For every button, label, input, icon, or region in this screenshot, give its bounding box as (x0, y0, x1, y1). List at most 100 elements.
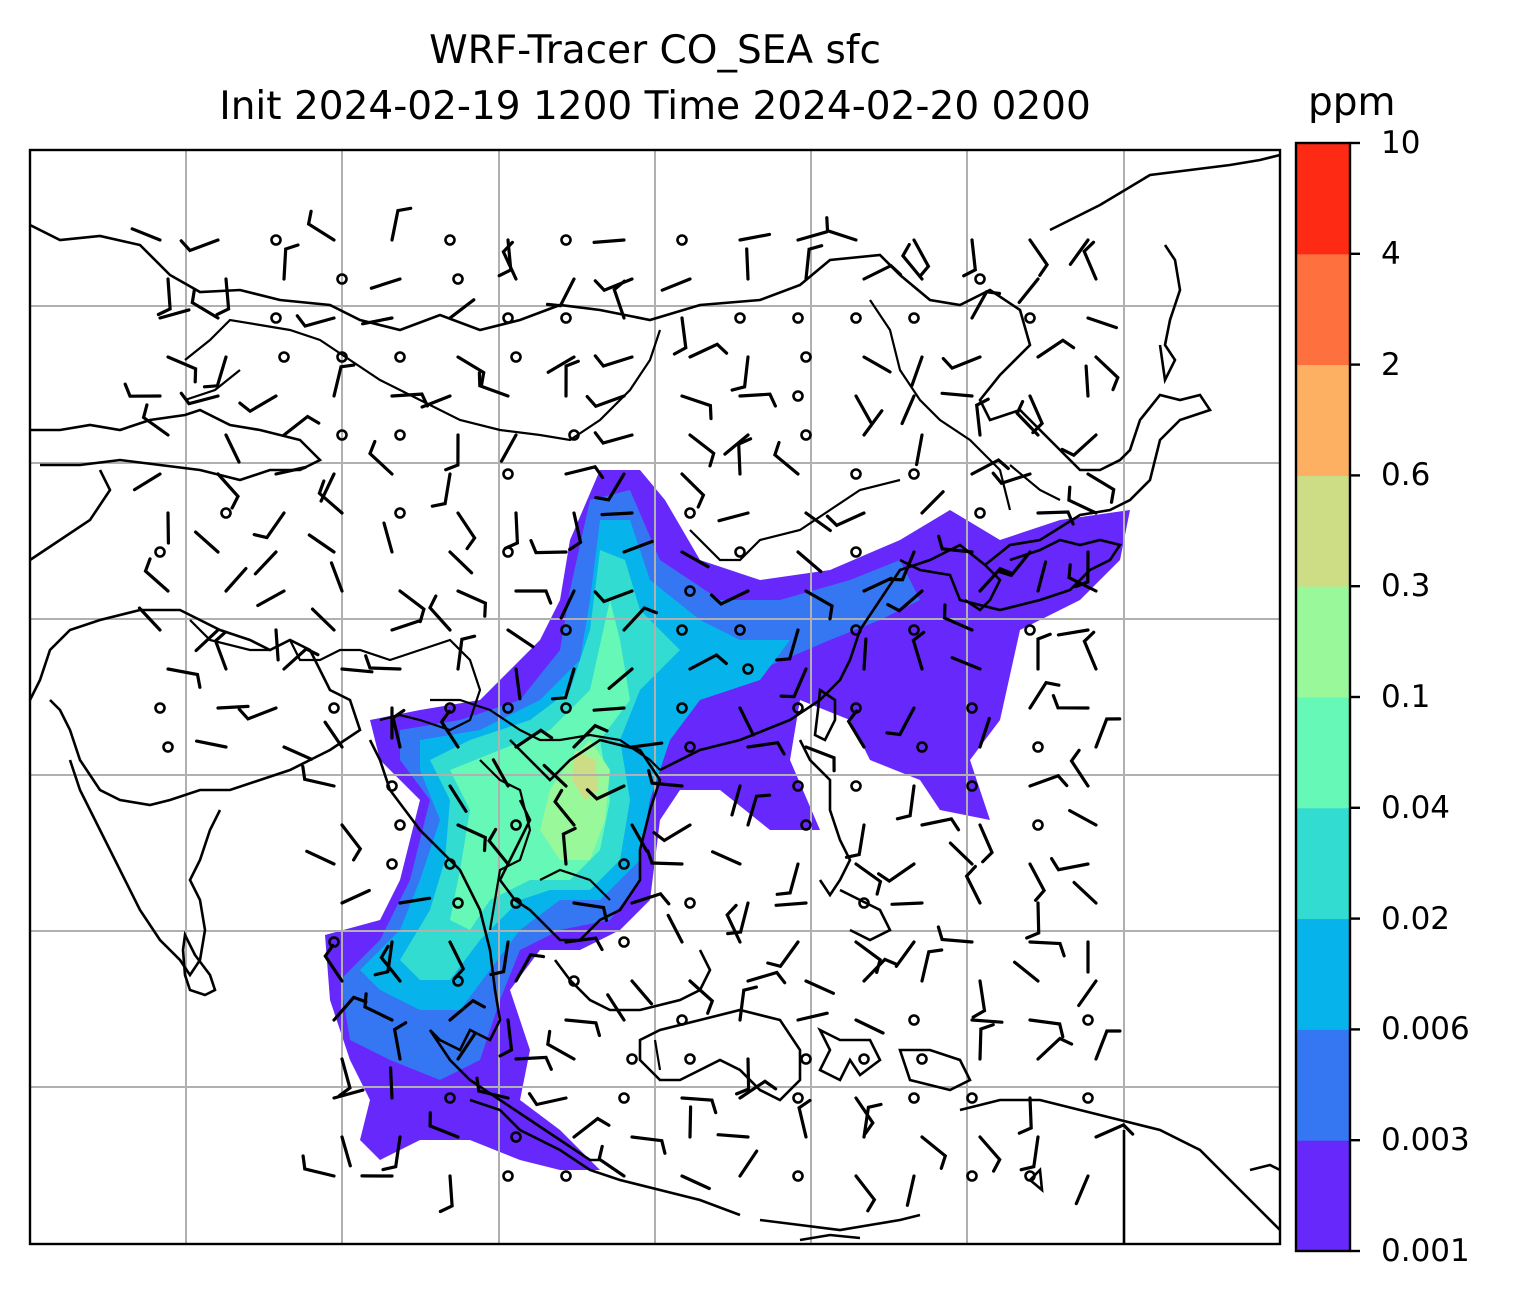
wind-barb (746, 740, 786, 756)
wind-barb (237, 706, 278, 721)
calm-wind-marker (858, 1053, 870, 1065)
wind-barb (970, 458, 1010, 476)
wind-barb (1067, 563, 1098, 593)
calm-wind-marker (684, 1053, 696, 1065)
wind-barb (680, 472, 706, 509)
wind-barb (600, 511, 634, 517)
wind-barb (688, 653, 728, 671)
calm-wind-marker (452, 897, 464, 909)
colorbar-segment (1296, 253, 1350, 366)
wind-barb (905, 1174, 916, 1207)
calm-wind-marker (328, 936, 340, 948)
wind-barb (796, 1011, 829, 1022)
calm-wind-marker (394, 351, 406, 363)
colorbar-tick-label: 4 (1381, 235, 1401, 272)
wind-barb (910, 355, 924, 387)
wind-barb (542, 763, 568, 788)
wind-barb (796, 550, 823, 574)
wind-barb (630, 979, 654, 1006)
wind-barb (735, 1057, 751, 1096)
wind-barb (553, 788, 576, 827)
wind-barb (890, 901, 924, 906)
calm-wind-marker (270, 234, 282, 246)
wind-barb (332, 995, 368, 1022)
calm-wind-marker (568, 429, 580, 441)
wind-barb (962, 238, 978, 278)
wind-barb (514, 953, 546, 983)
wind-barb (337, 1057, 352, 1098)
wind-barb (1094, 1029, 1122, 1061)
wind-barb (477, 371, 510, 398)
wind-barb (364, 654, 402, 671)
wind-barb (978, 1023, 995, 1061)
calm-wind-marker (734, 546, 746, 558)
wind-barb (564, 464, 605, 480)
wind-barb (716, 1133, 750, 1139)
wind-barb (1028, 773, 1069, 788)
wind-barb (1036, 632, 1052, 671)
wind-barb (529, 539, 568, 555)
wind-barb (1094, 1122, 1135, 1139)
wind-barb (379, 944, 402, 983)
wind-barb (274, 628, 280, 662)
calm-wind-marker (444, 858, 456, 870)
wind-barb (630, 891, 671, 906)
wind-barb (156, 277, 172, 317)
calm-wind-marker (916, 1053, 928, 1065)
calm-wind-marker (800, 1053, 812, 1065)
calm-wind-marker (966, 702, 978, 714)
colorbar-tick-label: 0.003 (1381, 1122, 1470, 1159)
wind-barb (179, 238, 220, 253)
wind-barb (141, 403, 170, 437)
wind-barb (1050, 857, 1090, 872)
wind-barb (456, 589, 488, 618)
wind-barb (202, 355, 228, 389)
wind-barb (630, 823, 649, 853)
calm-wind-marker (560, 234, 572, 246)
calm-wind-marker (974, 507, 986, 519)
wind-barb (738, 1079, 778, 1100)
wind-barb (711, 850, 742, 866)
calm-wind-marker (618, 858, 630, 870)
wind-barb (911, 630, 926, 671)
calm-wind-marker (676, 234, 688, 246)
calm-wind-marker (1024, 312, 1036, 324)
wind-barb (730, 784, 742, 817)
wind-barb (1084, 364, 1090, 398)
wind-barb (991, 471, 1032, 486)
calm-wind-marker (916, 741, 928, 753)
wind-barb (390, 392, 429, 408)
calm-wind-marker (1032, 819, 1044, 831)
wind-barb (920, 490, 945, 515)
wind-barb (448, 550, 474, 575)
wind-barb (895, 784, 916, 821)
wind-barb (622, 539, 654, 554)
wind-barb (448, 298, 476, 320)
wind-barb (428, 1111, 460, 1139)
wind-barb (630, 741, 664, 749)
calm-wind-marker (908, 1014, 920, 1026)
wind-barb (282, 745, 313, 761)
calm-wind-marker (452, 273, 464, 285)
calm-wind-marker (800, 351, 812, 363)
wind-barb (894, 940, 916, 968)
wind-barb (564, 359, 580, 398)
colorbar-segment (1296, 143, 1350, 255)
wind-barb (317, 479, 344, 515)
calm-wind-marker (850, 468, 862, 480)
wind-barb (389, 1066, 394, 1100)
wind-barb (862, 263, 903, 281)
colorbar (1294, 141, 1360, 1253)
wind-barb (340, 667, 374, 674)
wind-barb (1068, 238, 1090, 266)
wind-barb (456, 1032, 477, 1061)
calm-wind-marker (560, 702, 572, 714)
wind-barb (561, 826, 577, 866)
calm-wind-marker (560, 1170, 572, 1182)
wind-barb (1028, 680, 1061, 710)
wind-barb (514, 667, 522, 701)
calm-wind-marker (1082, 1092, 1094, 1104)
wind-barb (1094, 355, 1120, 392)
wind-barb (717, 511, 750, 523)
